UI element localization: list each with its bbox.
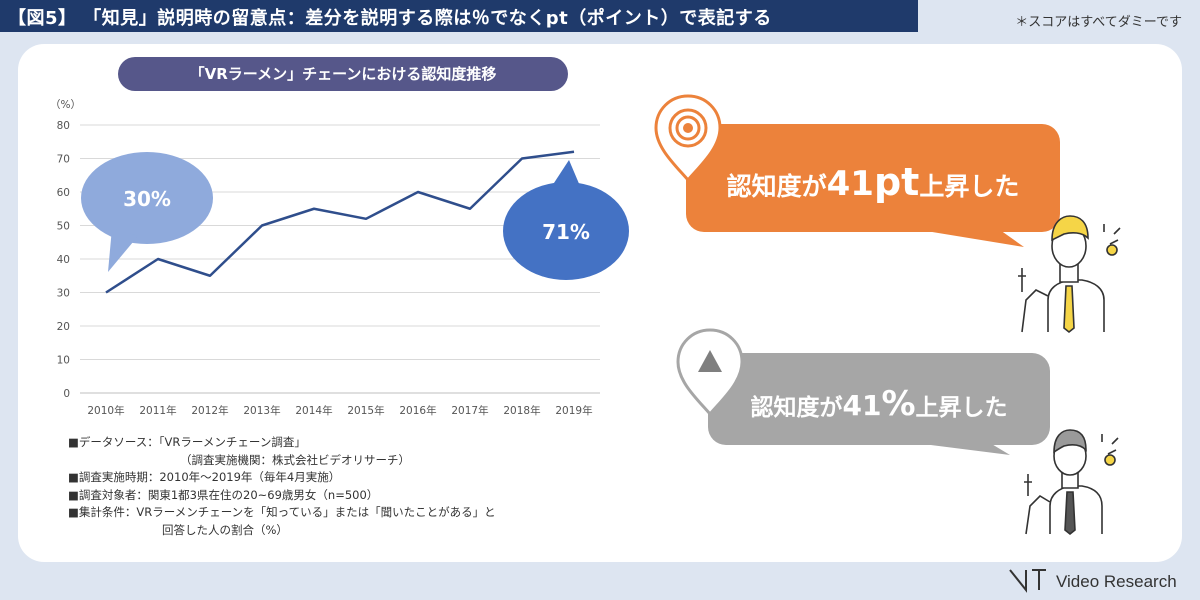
x-tick-label: 2012年 [191,404,228,417]
y-axis: 0 10 20 30 40 50 60 70 80 [57,120,70,400]
callout-bad-prefix: 認知度が [750,395,843,421]
y-tick-label: 70 [57,154,70,166]
y-unit-label: （%） [50,99,81,111]
note-period: ■調査実施時期：2010年～2019年（毎年4月実施） [68,470,341,484]
annotation-end-tail [552,160,580,186]
annotation-start-bubble [81,152,213,244]
note-source: ■データソース：「VRラーメンチェーン調査」 [68,435,306,449]
note-condition-cont: 回答した人の割合（%） [162,522,288,537]
header-bar: 【図5】 「知見」説明時の留意点：差分を説明する際は％でなくpt（ポイント）で表… [0,0,918,32]
callout-bad: 認知度が41%上昇した [708,353,1050,445]
annotation-end: 71% [503,160,629,280]
callout-bad-unit: % [881,384,916,424]
y-tick-label: 0 [63,388,70,400]
y-tick-label: 80 [57,120,70,132]
x-tick-label: 2018年 [503,404,540,417]
callout-good-prefix: 認知度が [726,172,827,201]
x-tick-label: 2014年 [295,404,332,417]
dummy-note: ＊スコアはすべてダミーです [1015,15,1182,30]
company-logo: Video Research [1009,569,1177,593]
callout-good-number: 41 [826,164,874,204]
x-tick-label: 2016年 [399,404,436,417]
annotation-end-bubble [503,182,629,280]
callout-good-tail [920,230,1024,247]
y-tick-label: 30 [57,288,70,300]
x-tick-label: 2010年 [87,404,124,417]
chart-title: 「VRラーメン」チェーンにおける認知度推移 [118,57,568,91]
note-target: ■調査対象者：関東1都3県在住の20~69歳男女（n=500） [68,487,379,502]
y-tick-label: 60 [57,187,70,199]
callout-good-unit: pt [873,160,920,204]
y-tick-label: 40 [57,254,70,266]
x-axis: 2010年 2011年 2012年 2013年 2014年 2015年 2016年 2017年… [87,404,592,417]
annotation-start-tail [108,228,138,272]
series-line [105,150,575,294]
chart-series [105,150,575,294]
chart-notes: ■データソース：「VRラーメンチェーン調査」 （調査実施機関：株式会社ビデオリサ… [68,434,496,539]
y-tick-label: 20 [57,321,70,333]
note-condition: ■集計条件：VRラーメンチェーンを「知っている」または「聞いたことがある」と [68,505,496,519]
x-tick-label: 2015年 [347,404,384,417]
y-tick-label: 10 [57,355,70,367]
y-tick-label: 50 [57,221,70,233]
x-tick-label: 2011年 [139,404,176,417]
callout-bad-suffix: 上昇した [915,395,1008,421]
annotation-start: 30% [81,152,213,272]
callout-bad-tail [915,443,1010,455]
x-tick-label: 2019年 [555,404,592,417]
callout-good: 認知度が41pt上昇した [686,124,1060,232]
annotation-end-label: 71% [542,220,590,244]
page-title: 【図5】 「知見」説明時の留意点：差分を説明する際は％でなくpt（ポイント）で表… [8,8,772,29]
x-tick-label: 2013年 [243,404,280,417]
callout-good-suffix: 上昇した [919,172,1020,201]
callout-bad-number: 41 [842,389,882,422]
logo-mark-icon [1009,569,1027,593]
x-tick-label: 2017年 [451,404,488,417]
annotation-start-label: 30% [123,187,171,211]
note-source-org: （調査実施機関：株式会社ビデオリサーチ） [180,452,410,467]
logo-text: Video Research [1056,572,1177,591]
